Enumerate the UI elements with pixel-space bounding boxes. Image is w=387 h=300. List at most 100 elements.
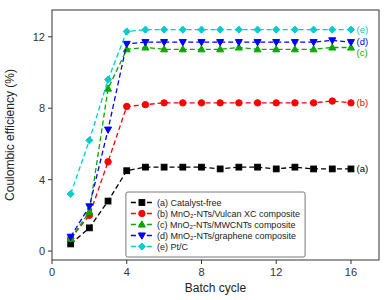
y-axis-label: Coulombic efficiency (%) [3,69,17,201]
point [329,38,336,44]
background [0,0,387,300]
x-tick-label: 16 [345,266,357,278]
point [273,26,280,33]
legend-marker [138,243,145,250]
point [310,26,317,33]
series-line [71,167,351,244]
point [236,164,242,170]
point [348,166,354,172]
y-tick [48,36,52,37]
point [292,164,298,170]
point [86,225,92,231]
point [198,40,205,46]
point [198,26,205,33]
point [235,26,242,33]
point [217,100,223,106]
point [292,100,298,106]
chart: 048121604812Batch cycleCoulombic efficie… [0,0,387,300]
point [161,40,168,46]
point [217,40,224,46]
annotation: (e) [357,24,369,35]
point [179,40,186,46]
plot-frame [52,10,379,260]
point [291,40,298,46]
annotation: (a) [357,163,369,174]
point [329,98,335,104]
legend-label: (b) MnO₂-NTs/Vulcan XC composite [157,209,300,219]
plot-area [67,26,354,247]
point [105,159,111,165]
legend-label: (d) MnO₂-NTs/graphene composite [157,231,296,241]
annotation: (d) [357,36,369,47]
point [161,26,168,33]
point [310,40,317,46]
y-tick [48,179,52,180]
y-tick-label: 0 [39,245,45,257]
point [180,100,186,106]
point [105,198,111,204]
point [273,166,279,172]
point [236,100,242,106]
point [67,234,74,240]
point [329,26,336,33]
point [199,164,205,170]
point [348,100,354,106]
point [347,26,354,33]
point [67,235,74,241]
point [329,166,335,172]
point [161,164,167,170]
legend-label: (e) Pt/C [157,242,189,252]
legend-label: (a) Catalyst-free [157,198,222,208]
point [142,40,149,46]
point [311,166,317,172]
point [86,137,93,144]
point [179,26,186,33]
x-axis-label: Batch cycle [185,281,247,295]
point [67,190,74,197]
point [255,164,261,170]
legend-marker [138,221,145,227]
point [310,100,316,106]
y-tick [48,251,52,252]
series-line [71,40,351,236]
legend-marker [139,200,145,206]
annotation: (b) [357,97,369,108]
series-line [71,101,351,239]
point [217,166,223,172]
y-tick-label: 8 [39,102,45,114]
point [235,40,242,46]
point [254,40,261,46]
point [142,101,148,107]
point [254,26,261,33]
point [123,41,130,47]
point [273,40,280,46]
y-tick [48,108,52,109]
y-tick-label: 4 [39,174,45,186]
x-tick-label: 12 [270,266,282,278]
x-tick-label: 4 [124,266,130,278]
point [105,76,112,83]
point [143,164,149,170]
point [161,100,167,106]
point [86,204,93,210]
point [123,28,130,35]
x-tick-label: 8 [198,266,204,278]
legend-box [126,192,305,257]
legend-marker [139,210,145,216]
legend-marker [138,233,145,239]
point [217,26,224,33]
point [291,26,298,33]
point [347,40,354,46]
series-line [71,30,351,194]
point [142,26,149,33]
point [273,100,279,106]
legend: (a) Catalyst-free(b) MnO₂-NTs/Vulcan XC … [126,192,305,257]
x-tick [201,260,202,264]
point [254,100,260,106]
x-tick [126,260,127,264]
legend-label: (c) MnO₂-NTs/MWCNTs composite [157,220,296,230]
point [124,168,130,174]
x-tick [276,260,277,264]
point [180,164,186,170]
y-tick-label: 12 [33,31,45,43]
